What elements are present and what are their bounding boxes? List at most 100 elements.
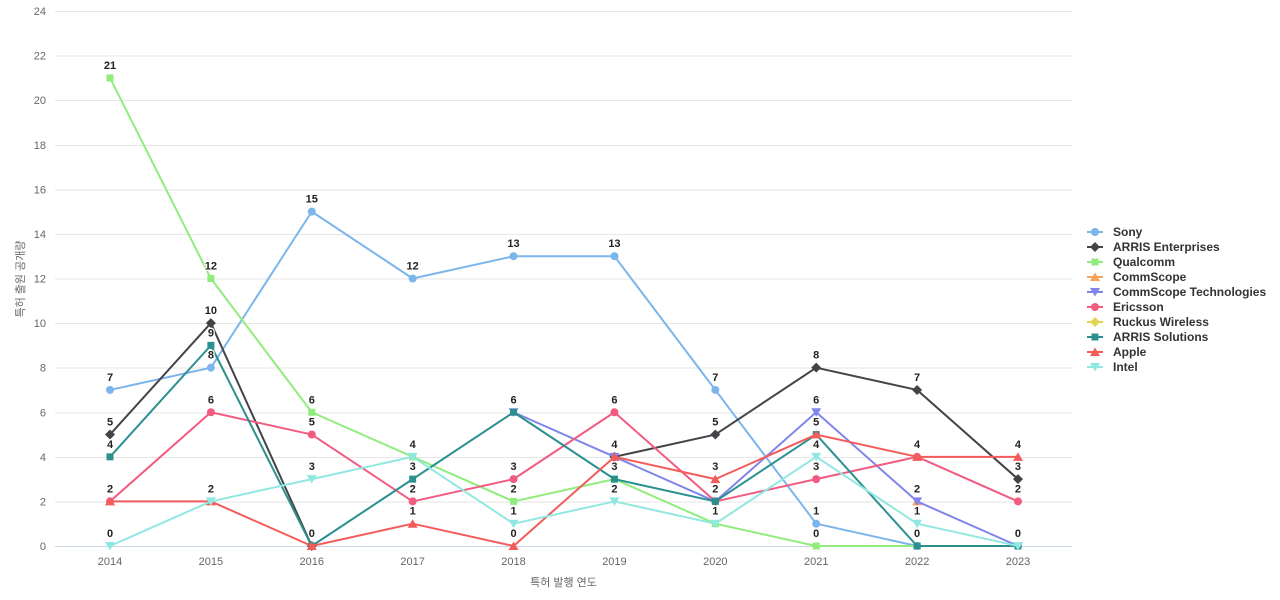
data-point-ericsson-2017[interactable] <box>408 497 417 506</box>
legend-label: Ruckus Wireless <box>1113 314 1209 329</box>
data-point-sony-2016[interactable] <box>307 207 316 216</box>
data-point-qualcomm-2014[interactable] <box>106 74 114 82</box>
data-point-intel-2015[interactable] <box>205 497 216 506</box>
data-point-arris-solutions-2019[interactable] <box>610 475 618 483</box>
data-point-ericsson-2021[interactable] <box>812 475 821 484</box>
y-tick-label: 14 <box>34 229 46 241</box>
data-label: 4 <box>813 439 820 451</box>
arris-solutions-legend-marker-icon <box>1087 333 1103 340</box>
data-point-arris-solutions-2014[interactable] <box>106 453 114 461</box>
data-point-sony-2019[interactable] <box>610 252 619 261</box>
legend-label: Qualcomm <box>1113 254 1176 269</box>
legend-item-qualcomm[interactable]: Qualcomm <box>1087 254 1266 269</box>
legend-item-ruckus-wireless[interactable]: Ruckus Wireless <box>1087 314 1266 329</box>
data-point-intel-2023[interactable] <box>1012 542 1023 551</box>
y-tick-label: 6 <box>40 407 46 419</box>
data-point-arris-enterprises-2022[interactable] <box>912 384 923 395</box>
data-point-sony-2015[interactable] <box>206 363 215 372</box>
legend-item-apple[interactable]: Apple <box>1087 344 1266 359</box>
data-point-qualcomm-2015[interactable] <box>207 275 215 282</box>
y-tick-label: 20 <box>34 95 46 107</box>
data-point-intel-2016[interactable] <box>306 475 317 484</box>
legend-label: Intel <box>1113 359 1138 374</box>
legend-item-arris-solutions[interactable]: ARRIS Solutions <box>1087 329 1266 344</box>
data-point-intel-2022[interactable] <box>912 519 923 529</box>
legend-item-arris-enterprises[interactable]: ARRIS Enterprises <box>1087 239 1266 254</box>
data-point-qualcomm-2021[interactable] <box>812 542 820 550</box>
data-point-arris-solutions-2018[interactable] <box>510 408 518 416</box>
legend-label: CommScope <box>1113 269 1187 284</box>
legend-item-commscope[interactable]: CommScope <box>1087 269 1266 284</box>
data-point-intel-2021[interactable] <box>811 452 822 462</box>
commscope-technologies-legend-symbol <box>1090 287 1100 296</box>
data-point-sony-2020[interactable] <box>711 385 720 394</box>
data-point-intel-2018[interactable] <box>508 519 519 529</box>
data-point-ericsson-2023[interactable] <box>1013 497 1022 506</box>
data-point-qualcomm-2016[interactable] <box>308 408 316 416</box>
data-point-arris-solutions-2022[interactable] <box>913 542 921 550</box>
data-point-arris-solutions-2020[interactable] <box>711 497 719 505</box>
data-point-apple-2019[interactable] <box>609 452 620 461</box>
data-label: 5 <box>712 417 718 429</box>
data-point-apple-2016[interactable] <box>306 541 317 551</box>
data-label: 2 <box>410 483 416 495</box>
data-label: 3 <box>813 461 819 473</box>
data-point-commscope-technologies-2022[interactable] <box>912 497 923 506</box>
data-point-intel-2019[interactable] <box>609 497 620 506</box>
data-point-qualcomm-2018[interactable] <box>510 497 518 505</box>
data-point-apple-2020[interactable] <box>710 474 721 484</box>
series-intel-line <box>109 455 1019 547</box>
y-tick-label: 8 <box>40 363 46 375</box>
data-label: 6 <box>208 394 214 406</box>
data-point-ericsson-2019[interactable] <box>610 408 619 417</box>
data-point-apple-2017[interactable] <box>407 519 418 528</box>
data-label: 4 <box>914 439 921 451</box>
commscope-legend-marker-icon <box>1087 272 1103 281</box>
data-label: 2 <box>1015 483 1021 495</box>
y-tick-label: 12 <box>34 274 46 286</box>
data-point-commscope-technologies-2021[interactable] <box>811 408 822 417</box>
data-point-arris-enterprises-2023[interactable] <box>1012 474 1023 485</box>
x-tick-label: 2022 <box>905 556 929 568</box>
data-point-ericsson-2015[interactable] <box>206 408 215 417</box>
data-point-intel-2017[interactable] <box>407 452 418 462</box>
data-point-arris-enterprises-2021[interactable] <box>811 362 822 373</box>
data-point-sony-2017[interactable] <box>408 274 417 283</box>
data-label: 1 <box>712 506 718 518</box>
data-point-apple-2023[interactable] <box>1012 452 1023 461</box>
x-tick-label: 2014 <box>98 556 122 568</box>
data-label: 2 <box>107 483 113 495</box>
data-point-apple-2014[interactable] <box>105 496 115 506</box>
legend-item-commscope-technologies[interactable]: CommScope Technologies <box>1087 284 1266 299</box>
data-label: 4 <box>410 439 417 451</box>
data-label: 2 <box>914 483 920 495</box>
data-point-sony-2014[interactable] <box>106 385 114 394</box>
data-point-ericsson-2016[interactable] <box>307 430 316 439</box>
data-label: 4 <box>611 439 618 451</box>
data-point-ericsson-2018[interactable] <box>509 475 518 484</box>
data-point-arris-enterprises-2015[interactable] <box>205 318 216 329</box>
data-point-apple-2022[interactable] <box>912 452 923 461</box>
data-point-intel-2014[interactable] <box>105 542 115 551</box>
data-point-sony-2018[interactable] <box>509 252 518 261</box>
series-qualcomm-line <box>109 76 1019 547</box>
data-point-arris-solutions-2017[interactable] <box>409 475 417 483</box>
arris-solutions-legend-symbol <box>1091 333 1099 340</box>
data-point-apple-2018[interactable] <box>508 541 519 551</box>
data-point-intel-2020[interactable] <box>710 519 721 529</box>
qualcomm-legend-symbol <box>1091 258 1099 265</box>
data-label: 5 <box>107 417 113 429</box>
ruckus-wireless-legend-marker-icon <box>1087 316 1103 327</box>
legend-item-ericsson[interactable]: Ericsson <box>1087 299 1266 314</box>
data-label: 1 <box>410 506 416 518</box>
legend-item-intel[interactable]: Intel <box>1087 359 1266 374</box>
data-point-arris-enterprises-2020[interactable] <box>710 429 721 440</box>
data-label: 3 <box>712 461 718 473</box>
data-point-apple-2021[interactable] <box>811 430 822 439</box>
data-point-arris-enterprises-2014[interactable] <box>105 429 115 440</box>
data-point-arris-solutions-2015[interactable] <box>207 341 215 349</box>
legend-item-sony[interactable]: Sony <box>1087 224 1266 239</box>
data-point-sony-2021[interactable] <box>812 519 821 528</box>
